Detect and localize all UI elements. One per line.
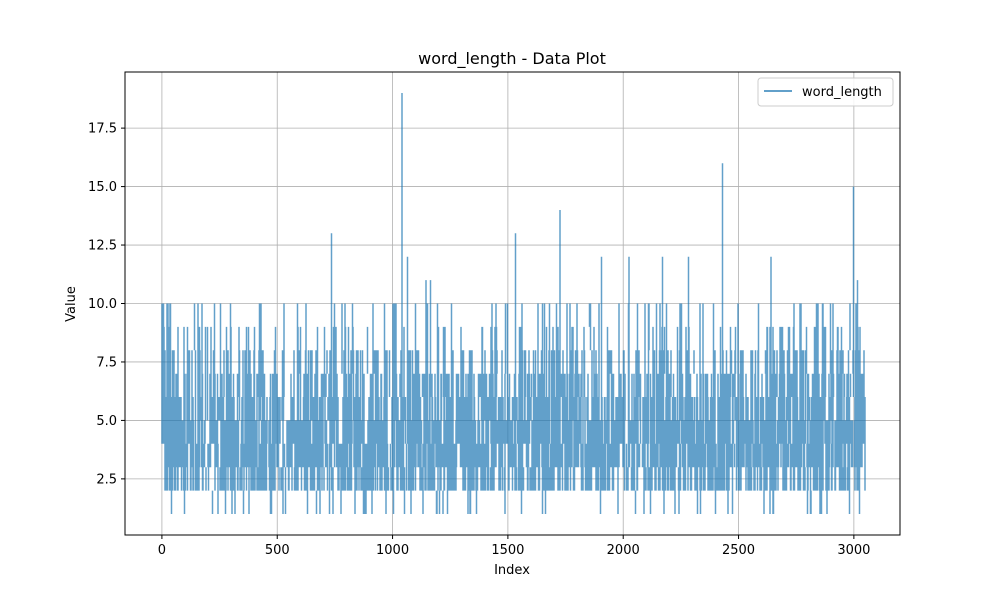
y-axis-label: Value (64, 286, 79, 322)
legend: word_length (757, 77, 894, 107)
y-axis: 2.5 5.0 7.5 10.0 12.5 15.0 17.5 (88, 122, 125, 487)
y-tick-label: 15.0 (88, 180, 117, 195)
y-tick-label: 17.5 (88, 122, 117, 137)
x-tick-label: 2000 (607, 543, 640, 558)
x-tick-label: 2500 (722, 543, 755, 558)
x-tick-label: 1000 (376, 543, 409, 558)
y-tick-label: 2.5 (96, 472, 117, 487)
series-line-word_length (161, 93, 866, 514)
chart-title: word_length - Data Plot (418, 49, 606, 69)
x-tick-label: 3000 (837, 543, 870, 558)
y-tick-label: 10.0 (88, 297, 117, 312)
series-layer (161, 93, 866, 514)
x-axis-label: Index (494, 563, 530, 578)
x-tick-label: 1500 (491, 543, 524, 558)
y-tick-label: 5.0 (96, 414, 117, 429)
y-tick-label: 12.5 (88, 239, 117, 254)
x-axis: 0 500 1000 1500 2000 2500 3000 (158, 535, 870, 558)
x-tick-label: 500 (265, 543, 290, 558)
y-tick-label: 7.5 (96, 355, 117, 370)
legend-label: word_length (802, 85, 882, 100)
x-tick-label: 0 (158, 543, 166, 558)
legend-box (757, 77, 894, 107)
